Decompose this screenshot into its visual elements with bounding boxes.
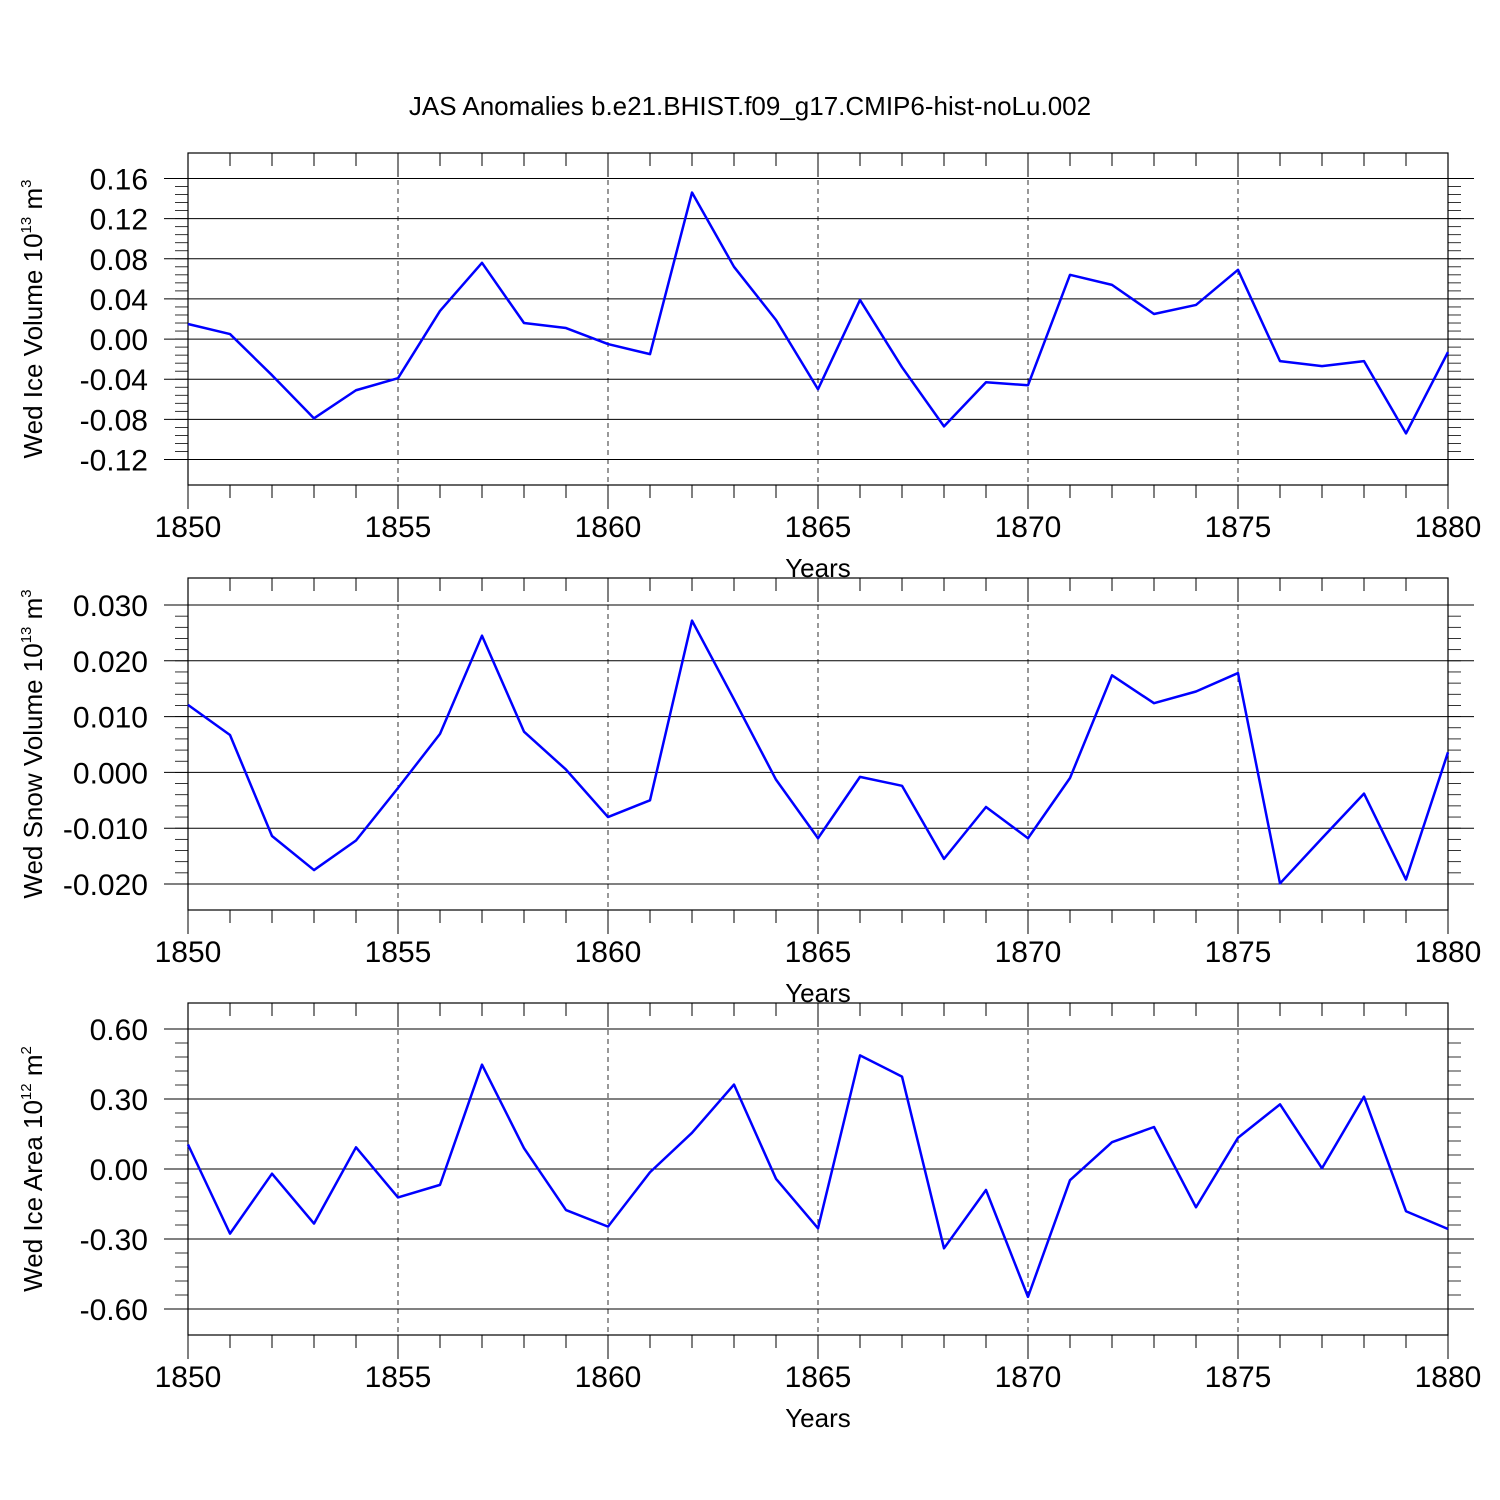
y-tick-label: 0.60 bbox=[90, 1014, 148, 1047]
panel-snow-volume: -0.020 -0.010 0.000 0.010 0.020 0.030 1850 1855… bbox=[18, 577, 1482, 1008]
x-tick-label: 1850 bbox=[155, 1361, 222, 1394]
y-tick-label: 0.030 bbox=[73, 590, 148, 623]
y-tick-label: 0.00 bbox=[90, 324, 148, 357]
x-tick-label: 1870 bbox=[995, 936, 1062, 969]
y-tick-label: 0.16 bbox=[90, 164, 148, 197]
x-axis-title: Years bbox=[785, 1403, 851, 1433]
y-axis-title-unit-exponent: 3 bbox=[18, 180, 35, 188]
y-tick-label: 0.010 bbox=[73, 702, 148, 735]
x-tick-label: 1880 bbox=[1415, 936, 1482, 969]
x-tick-label: 1855 bbox=[365, 936, 432, 969]
y-axis-title: Wed Ice Volume 1013 m3 bbox=[18, 180, 48, 459]
y-axis-title-unit: m bbox=[18, 598, 48, 627]
x-tick-label: 1870 bbox=[995, 511, 1062, 544]
x-tick-label: 1855 bbox=[365, 1361, 432, 1394]
y-axis-title-exponent: 13 bbox=[18, 627, 35, 644]
panel-ice-volume: -0.12 -0.08 -0.04 0.00 0.04 0.08 0.12 0.16 1850 1… bbox=[18, 152, 1482, 583]
y-tick-label: -0.08 bbox=[80, 404, 148, 437]
x-tick-label: 1860 bbox=[575, 1361, 642, 1394]
y-tick-label: 0.08 bbox=[90, 244, 148, 277]
y-axis-title-main: Wed Ice Area 10 bbox=[18, 1100, 48, 1292]
y-axis-title-main: Wed Ice Volume 10 bbox=[18, 233, 48, 458]
y-tick-label: 0.04 bbox=[90, 284, 148, 317]
y-axis-title-unit-exponent: 2 bbox=[18, 1046, 35, 1054]
y-tick-label: 0.00 bbox=[90, 1154, 148, 1187]
panel-ice-area: -0.60 -0.30 0.00 0.30 0.60 1850 1855 1860 1865 18… bbox=[18, 1002, 1482, 1433]
y-tick-label: -0.60 bbox=[80, 1294, 148, 1327]
y-tick-label: 0.12 bbox=[90, 204, 148, 237]
x-tick-label: 1865 bbox=[785, 1361, 852, 1394]
x-tick-label: 1865 bbox=[785, 511, 852, 544]
y-axis-title-unit: m bbox=[18, 188, 48, 217]
x-tick-label: 1865 bbox=[785, 936, 852, 969]
y-tick-label: 0.020 bbox=[73, 646, 148, 679]
y-tick-label: -0.04 bbox=[80, 364, 148, 397]
y-axis-title-exponent: 13 bbox=[18, 217, 35, 234]
x-tick-label: 1850 bbox=[155, 936, 222, 969]
x-tick-label: 1860 bbox=[575, 936, 642, 969]
figure-title: JAS Anomalies b.e21.BHIST.f09_g17.CMIP6-… bbox=[409, 91, 1091, 121]
x-tick-label: 1875 bbox=[1205, 936, 1272, 969]
x-tick-label: 1875 bbox=[1205, 1361, 1272, 1394]
y-tick-label: -0.010 bbox=[63, 813, 148, 846]
x-tick-label: 1870 bbox=[995, 1361, 1062, 1394]
x-tick-label: 1880 bbox=[1415, 1361, 1482, 1394]
y-tick-label: -0.30 bbox=[80, 1224, 148, 1257]
y-axis-title-unit-exponent: 3 bbox=[18, 589, 35, 597]
x-tick-label: 1860 bbox=[575, 511, 642, 544]
y-axis-title: Wed Snow Volume 1013 m3 bbox=[18, 589, 48, 898]
y-axis-title-exponent: 12 bbox=[18, 1083, 35, 1100]
y-tick-label: -0.12 bbox=[80, 445, 148, 478]
x-tick-label: 1875 bbox=[1205, 511, 1272, 544]
y-tick-label: 0.30 bbox=[90, 1084, 148, 1117]
x-tick-label: 1850 bbox=[155, 511, 222, 544]
x-tick-label: 1855 bbox=[365, 511, 432, 544]
y-tick-label: 0.000 bbox=[73, 757, 148, 790]
y-tick-label: -0.020 bbox=[63, 869, 148, 902]
y-axis-title: Wed Ice Area 1012 m2 bbox=[18, 1046, 48, 1292]
x-tick-label: 1880 bbox=[1415, 511, 1482, 544]
y-axis-title-unit: m bbox=[18, 1055, 48, 1084]
y-axis-title-main: Wed Snow Volume 10 bbox=[18, 643, 48, 898]
